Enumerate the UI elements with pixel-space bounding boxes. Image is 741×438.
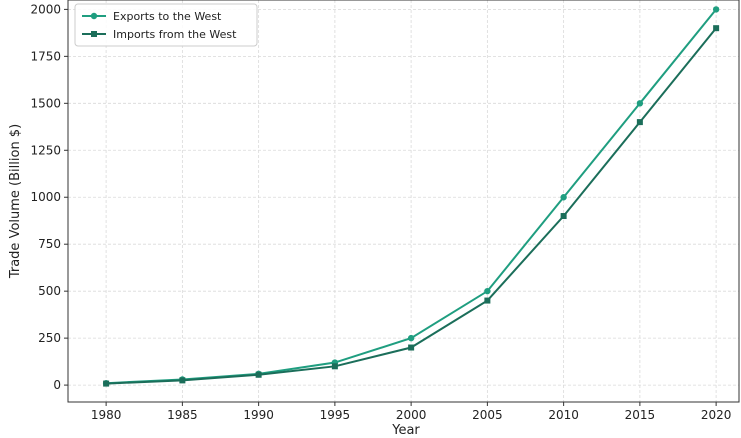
data-point-exports-to-the-west [407, 334, 415, 342]
y-tick-label: 2000 [30, 2, 61, 16]
data-point-imports-from-the-west [560, 213, 567, 220]
y-tick-label: 750 [38, 237, 61, 251]
y-tick-label: 250 [38, 331, 61, 345]
x-tick-label: 1990 [243, 408, 274, 422]
legend-label-imports: Imports from the West [113, 28, 237, 41]
data-point-imports-from-the-west [636, 119, 643, 126]
y-axis-title: Trade Volume (Billion $) [8, 124, 23, 279]
data-point-imports-from-the-west [484, 297, 491, 304]
legend-label-exports: Exports to the West [113, 10, 222, 23]
legend-marker-imports [91, 31, 97, 37]
x-tick-label: 2005 [472, 408, 503, 422]
x-axis: 1980 1985 1990 1995 2000 2005 2010 2015 2020 [91, 402, 732, 422]
x-tick-label: 2000 [396, 408, 427, 422]
y-tick-label: 500 [38, 284, 61, 298]
grid [68, 0, 739, 402]
series-imports-from-the-west [103, 25, 720, 387]
legend-marker-exports [90, 12, 98, 20]
x-tick-label: 1980 [91, 408, 122, 422]
legend-entry-imports: Imports from the West [82, 28, 237, 41]
legend-entry-exports: Exports to the West [82, 10, 222, 23]
x-tick-label: 1985 [167, 408, 198, 422]
x-tick-label: 1995 [320, 408, 351, 422]
y-tick-label: 1500 [30, 96, 61, 110]
y-tick-label: 1250 [30, 143, 61, 157]
data-point-exports-to-the-west [636, 100, 644, 107]
plot-frame [67, 0, 740, 403]
y-tick-label: 1750 [30, 49, 61, 63]
data-point-exports-to-the-west [484, 287, 491, 295]
y-tick-label: 1000 [30, 190, 61, 204]
data-point-imports-from-the-west [713, 25, 720, 32]
data-point-imports-from-the-west [408, 344, 415, 351]
y-tick-label: 0 [53, 378, 61, 392]
data-point-imports-from-the-west [103, 380, 110, 387]
y-axis: 0 250 500 750 1000 1250 1500 1750 2000 [30, 2, 68, 392]
legend: Exports to the West Imports from the Wes… [74, 3, 258, 47]
data-point-exports-to-the-west [560, 194, 567, 201]
x-tick-label: 2020 [701, 408, 732, 422]
x-tick-label: 2010 [548, 408, 579, 422]
data-point-exports-to-the-west [712, 6, 720, 13]
data-point-imports-from-the-west [331, 363, 338, 370]
data-point-imports-from-the-west [179, 377, 186, 384]
data-point-imports-from-the-west [255, 371, 262, 378]
legend-box [74, 3, 258, 47]
x-axis-title: Year [391, 423, 420, 438]
x-tick-label: 2015 [625, 408, 656, 422]
series-layer [102, 6, 720, 387]
